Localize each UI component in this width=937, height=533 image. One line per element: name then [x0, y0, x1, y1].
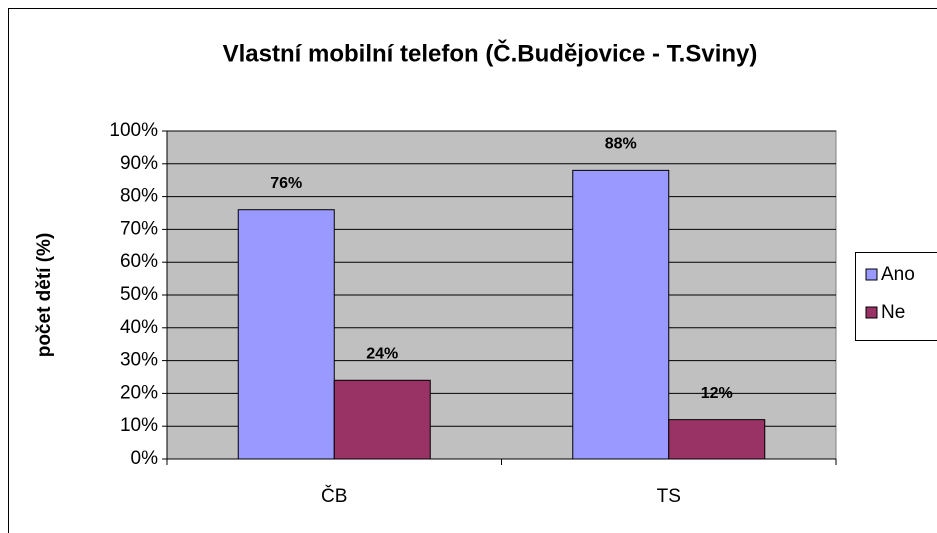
y-tick-label: 100%: [109, 120, 158, 141]
y-tick-label: 20%: [120, 382, 158, 403]
chart-title: Vlastní mobilní telefon (Č.Budějovice - …: [223, 39, 758, 67]
y-tick-label: 0%: [131, 448, 159, 469]
legend-swatch: [865, 306, 878, 319]
y-tick-label: 10%: [120, 415, 158, 436]
value-label: 76%: [270, 175, 302, 192]
bar: [668, 419, 766, 460]
bar: [333, 379, 431, 460]
y-tick-label: 60%: [120, 251, 158, 272]
x-tick-label: TS: [657, 486, 681, 507]
y-tick-label: 50%: [120, 284, 158, 305]
y-tick-label: 90%: [120, 153, 158, 174]
bar: [572, 169, 670, 460]
y-tick-label: 70%: [120, 218, 158, 239]
value-label: 88%: [605, 136, 637, 153]
value-label: 24%: [366, 345, 398, 362]
legend-swatch: [865, 268, 878, 281]
value-label: 12%: [701, 385, 733, 402]
legend-label: Ano: [881, 264, 915, 285]
y-tick-label: 40%: [120, 317, 158, 338]
y-axis-label: počet dětí (%): [34, 233, 55, 358]
x-tick-label: ČB: [321, 485, 347, 507]
bar: [237, 209, 335, 460]
y-tick-label: 30%: [120, 350, 158, 371]
y-tick-label: 80%: [120, 186, 158, 207]
legend-label: Ne: [881, 302, 905, 323]
legend-box: [855, 252, 937, 341]
